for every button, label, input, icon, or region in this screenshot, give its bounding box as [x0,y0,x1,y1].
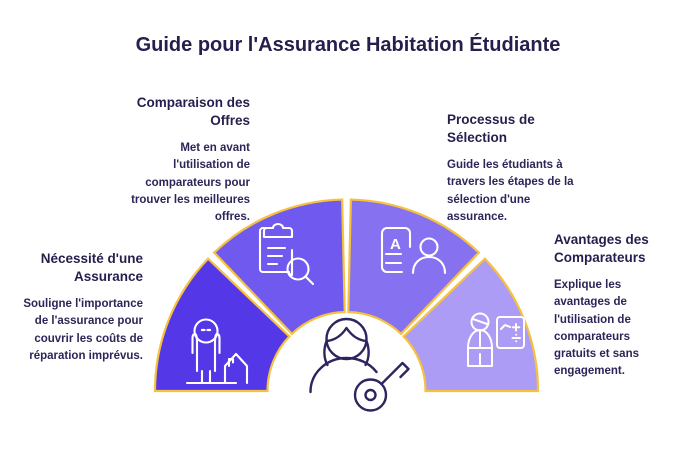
svg-text:A: A [390,236,401,253]
